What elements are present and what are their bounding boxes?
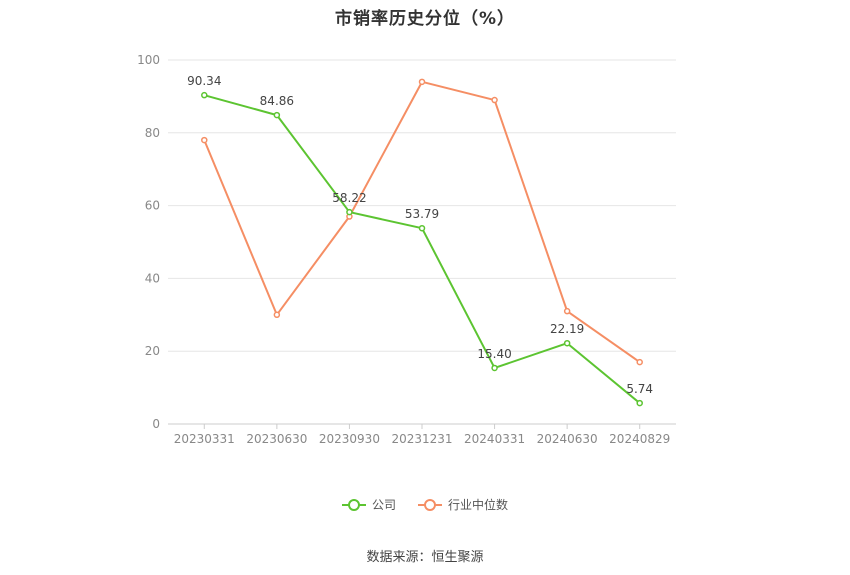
company-data-label: 90.34 (187, 74, 221, 88)
company-data-label: 15.40 (477, 347, 511, 361)
industry-point (201, 136, 208, 144)
y-tick-label: 40 (145, 271, 160, 285)
chart-title: 市销率历史分位（%） (334, 9, 516, 29)
x-axis: 20230331 20230630 20230930 20231231 20240331… (174, 424, 670, 446)
legend-company-marker-icon (341, 498, 366, 512)
legend-industry-marker-icon (418, 498, 442, 512)
data-labels: 90.34 84.86 58.22 53.79 15.40 22.19 5.74 (187, 74, 653, 396)
y-axis: 0 20 40 60 80 100 (137, 53, 160, 431)
y-tick-label: 100 (137, 53, 160, 67)
company-data-label: 53.79 (405, 207, 439, 221)
y-tick-label: 80 (145, 126, 160, 140)
company-series-line (204, 94, 641, 404)
company-data-label: 58.22 (332, 191, 366, 205)
x-tick-label: 20240331 (464, 432, 525, 446)
x-tick-label: 20240829 (609, 432, 670, 446)
x-tick-label: 20230630 (246, 432, 307, 446)
company-point (418, 224, 426, 232)
industry-point (636, 358, 643, 366)
y-tick-label: 60 (145, 199, 160, 213)
industry-point (418, 78, 426, 86)
legend: 公司 行业中位数 (0, 496, 850, 513)
industry-point (273, 311, 281, 319)
company-data-label: 22.19 (550, 322, 584, 336)
legend-item-industry[interactable]: 行业中位数 (418, 496, 508, 513)
legend-item-company[interactable]: 公司 (341, 496, 396, 513)
company-point (636, 399, 643, 407)
company-point (201, 91, 208, 99)
company-data-label: 5.74 (626, 382, 653, 396)
company-data-label: 84.86 (260, 94, 294, 108)
legend-industry-label: 行业中位数 (448, 498, 509, 512)
company-point (491, 364, 498, 372)
series-lines (201, 78, 643, 407)
x-tick-label: 20230331 (174, 432, 235, 446)
industry-point (491, 96, 498, 104)
x-tick-label: 20231231 (391, 432, 452, 446)
company-point (563, 339, 571, 347)
x-tick-label: 20240630 (537, 432, 598, 446)
y-tick-label: 0 (152, 417, 160, 431)
company-point (346, 208, 353, 216)
legend-company-label: 公司 (371, 498, 396, 512)
y-tick-label: 20 (145, 344, 160, 358)
source-note: 数据来源：恒生聚源 (366, 550, 484, 565)
industry-point (563, 307, 571, 315)
company-point (273, 111, 281, 119)
industry-series-line (203, 80, 641, 363)
x-tick-label: 20230930 (319, 432, 380, 446)
